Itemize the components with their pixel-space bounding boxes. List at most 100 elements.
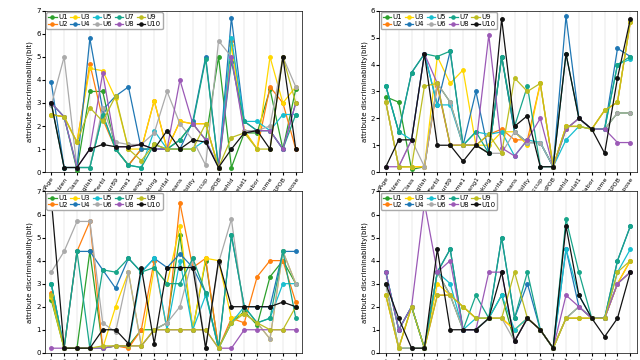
U1: [112, 344, 120, 348]
U7: [73, 165, 81, 170]
U1: [202, 258, 209, 263]
U7: [498, 235, 506, 240]
U1: [214, 346, 222, 350]
U10: [176, 147, 184, 151]
U7: [279, 249, 287, 253]
U7: [627, 224, 634, 228]
U3: [382, 100, 390, 104]
U8: [125, 145, 132, 149]
U9: [536, 328, 544, 332]
U1: [511, 130, 518, 134]
U10: [562, 51, 570, 56]
U9: [601, 316, 609, 320]
U4: [138, 270, 145, 274]
Legend: U1, U2, U3, U4, U5, U6, U7, U8, U9, U10: U1, U2, U3, U4, U5, U6, U7, U8, U9, U10: [381, 193, 497, 210]
U10: [588, 316, 596, 320]
U1: [176, 138, 184, 142]
U3: [601, 316, 609, 320]
U2: [485, 132, 493, 137]
U10: [460, 328, 467, 332]
U4: [163, 265, 171, 270]
U4: [472, 328, 480, 332]
U4: [228, 233, 236, 238]
Y-axis label: attribute discriminability(bit): attribute discriminability(bit): [362, 222, 368, 323]
U8: [472, 143, 480, 147]
U1: [125, 344, 132, 348]
U6: [433, 81, 441, 86]
U9: [138, 344, 145, 348]
U2: [266, 85, 274, 89]
U9: [433, 293, 441, 297]
U4: [214, 346, 222, 350]
U8: [601, 316, 609, 320]
U1: [241, 309, 248, 314]
U8: [614, 282, 621, 286]
U4: [163, 147, 171, 151]
U3: [241, 311, 248, 316]
U9: [73, 346, 81, 350]
U4: [228, 15, 236, 20]
U4: [549, 165, 557, 169]
U1: [549, 165, 557, 169]
U3: [150, 99, 158, 103]
U3: [472, 143, 480, 147]
U7: [472, 293, 480, 297]
U5: [125, 163, 132, 167]
U8: [112, 344, 120, 348]
U9: [420, 84, 428, 88]
U8: [176, 78, 184, 82]
U6: [60, 55, 68, 59]
U8: [112, 145, 120, 149]
U6: [163, 321, 171, 325]
U2: [472, 143, 480, 147]
U6: [601, 316, 609, 320]
U8: [446, 258, 454, 263]
U9: [86, 105, 93, 110]
U3: [163, 282, 171, 286]
U5: [498, 293, 506, 297]
U7: [176, 138, 184, 142]
U6: [485, 316, 493, 320]
U5: [511, 328, 518, 332]
U3: [395, 165, 403, 169]
U8: [433, 270, 441, 274]
U7: [99, 268, 106, 272]
U10: [382, 165, 390, 169]
U5: [163, 328, 171, 332]
U8: [73, 165, 81, 170]
U8: [279, 328, 287, 332]
U2: [292, 300, 300, 304]
Legend: U1, U2, U3, U4, U5, U6, U7, U8, U9, U10: U1, U2, U3, U4, U5, U6, U7, U8, U9, U10: [46, 193, 163, 210]
U5: [524, 138, 531, 142]
U2: [150, 258, 158, 263]
U7: [562, 51, 570, 56]
U6: [176, 122, 184, 126]
U9: [382, 293, 390, 297]
U8: [214, 165, 222, 170]
U3: [627, 258, 634, 263]
U10: [189, 265, 196, 270]
U2: [73, 249, 81, 253]
U7: [446, 247, 454, 251]
U6: [627, 111, 634, 115]
U4: [86, 249, 93, 253]
U9: [279, 55, 287, 59]
U10: [614, 76, 621, 80]
U4: [279, 147, 287, 151]
U4: [60, 165, 68, 170]
U2: [562, 316, 570, 320]
U1: [536, 328, 544, 332]
U6: [382, 100, 390, 104]
Line: U2: U2: [49, 201, 298, 350]
U5: [99, 112, 106, 117]
U10: [588, 127, 596, 131]
U4: [627, 224, 634, 228]
U3: [214, 165, 222, 170]
U4: [150, 147, 158, 151]
U10: [176, 265, 184, 270]
U5: [536, 328, 544, 332]
U8: [511, 339, 518, 343]
U10: [446, 328, 454, 332]
U8: [627, 270, 634, 274]
U4: [214, 165, 222, 170]
